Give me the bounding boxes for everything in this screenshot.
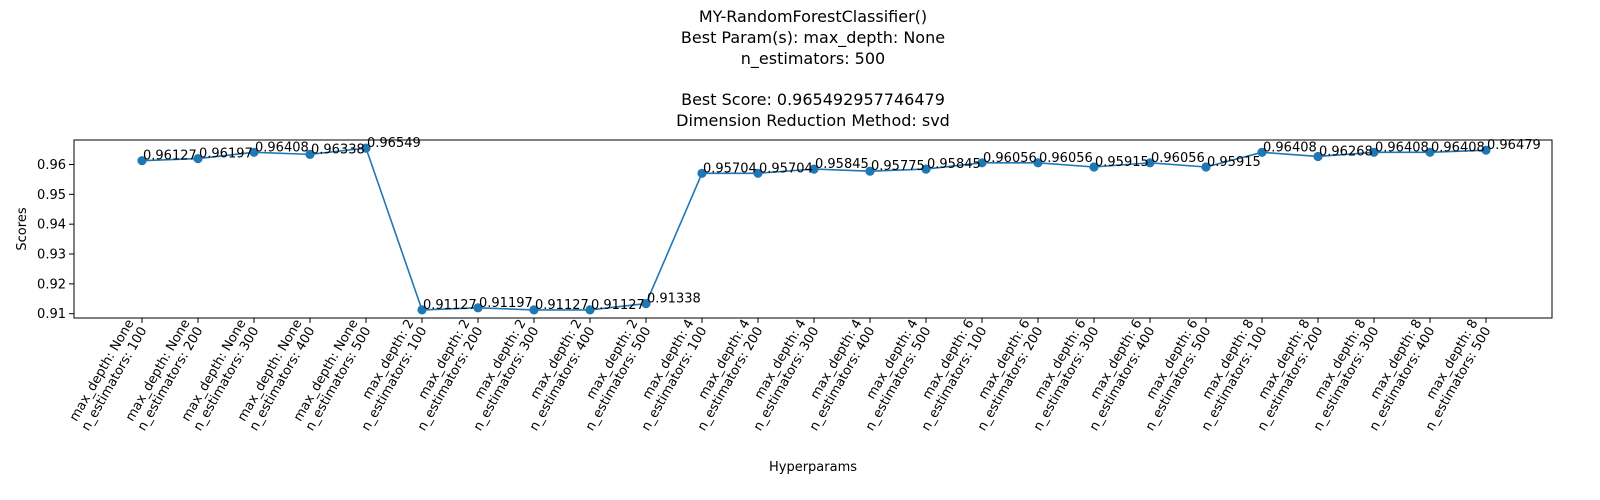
- data-point: [753, 168, 763, 178]
- data-point: [361, 143, 371, 153]
- data-point: [585, 305, 595, 315]
- data-label: 0.96127: [143, 149, 197, 164]
- data-point: [1257, 147, 1267, 157]
- data-point: [641, 299, 651, 309]
- data-point: [249, 147, 259, 157]
- data-label: 0.96408: [1431, 140, 1485, 155]
- data-point: [921, 164, 931, 174]
- data-label: 0.91127: [591, 298, 645, 313]
- data-label: 0.95845: [927, 157, 981, 172]
- x-axis-label: Hyperparams: [769, 460, 857, 475]
- title-line: MY-RandomForestClassifier(): [699, 7, 927, 26]
- data-point: [305, 149, 315, 159]
- data-label: 0.96408: [1263, 140, 1317, 155]
- title-line: n_estimators: 500: [741, 49, 885, 69]
- axes-frame: [73, 139, 1553, 319]
- data-point: [1481, 145, 1491, 155]
- data-label: 0.95915: [1207, 155, 1261, 170]
- data-point: [1201, 162, 1211, 172]
- data-label: 0.95704: [759, 161, 813, 176]
- title-line: Dimension Reduction Method: svd: [676, 111, 950, 130]
- data-label: 0.96268: [1319, 144, 1373, 159]
- plot-area: [73, 139, 1553, 319]
- data-point: [417, 305, 427, 315]
- data-point: [865, 166, 875, 176]
- chart-title: MY-RandomForestClassifier() Best Param(s)…: [676, 7, 950, 130]
- y-tick-label: 0.96: [37, 158, 66, 173]
- data-label: 0.96056: [1151, 151, 1205, 166]
- title-line: Best Score: 0.965492957746479: [681, 90, 945, 109]
- data-point: [1033, 158, 1043, 168]
- data-point: [809, 164, 819, 174]
- data-labels: 0.96127 0.96197 0.96408 0.96338 0.965490.911…: [143, 136, 1541, 313]
- data-label: 0.96056: [983, 151, 1037, 166]
- y-tick-label: 0.91: [37, 307, 66, 322]
- data-label: 0.91127: [535, 298, 589, 313]
- data-point: [1089, 162, 1099, 172]
- data-label: 0.91197: [479, 296, 533, 311]
- data-label: 0.91338: [647, 292, 701, 307]
- data-label: 0.95775: [871, 159, 925, 174]
- y-tick-label: 0.94: [37, 218, 66, 233]
- data-point: [137, 156, 147, 166]
- y-axis-label: Scores: [15, 207, 30, 250]
- data-label: 0.96056: [1039, 151, 1093, 166]
- data-point: [1313, 151, 1323, 162]
- data-label: 0.96408: [1375, 140, 1429, 155]
- data-label: 0.95845: [815, 157, 869, 172]
- y-tick-label: 0.92: [37, 277, 66, 292]
- data-point: [1369, 147, 1379, 157]
- data-point: [1425, 147, 1435, 157]
- data-point: [977, 158, 987, 168]
- data-point: [193, 153, 203, 164]
- y-tick-label: 0.93: [37, 248, 66, 263]
- series-line-group: [137, 143, 1491, 315]
- y-tick-label: 0.95: [37, 188, 66, 203]
- y-axis: 0.91 0.92 0.93 0.94 0.95 0.96: [37, 158, 74, 322]
- data-label: 0.96197: [199, 147, 253, 162]
- data-label: 0.96549: [367, 136, 421, 151]
- title-line: Best Param(s): max_depth: None: [681, 28, 945, 48]
- data-point: [473, 303, 483, 313]
- data-point: [529, 305, 539, 315]
- data-point: [697, 168, 707, 178]
- data-label: 0.95915: [1095, 155, 1149, 170]
- data-point: [1145, 158, 1155, 168]
- data-label: 0.96338: [311, 142, 365, 157]
- data-label: 0.96408: [255, 140, 309, 155]
- data-label: 0.91127: [423, 298, 477, 313]
- data-label: 0.96479: [1487, 138, 1541, 153]
- data-label: 0.95704: [703, 161, 757, 176]
- x-axis: max_depth: Nonen_estimators: 100max_dept…: [67, 317, 1495, 434]
